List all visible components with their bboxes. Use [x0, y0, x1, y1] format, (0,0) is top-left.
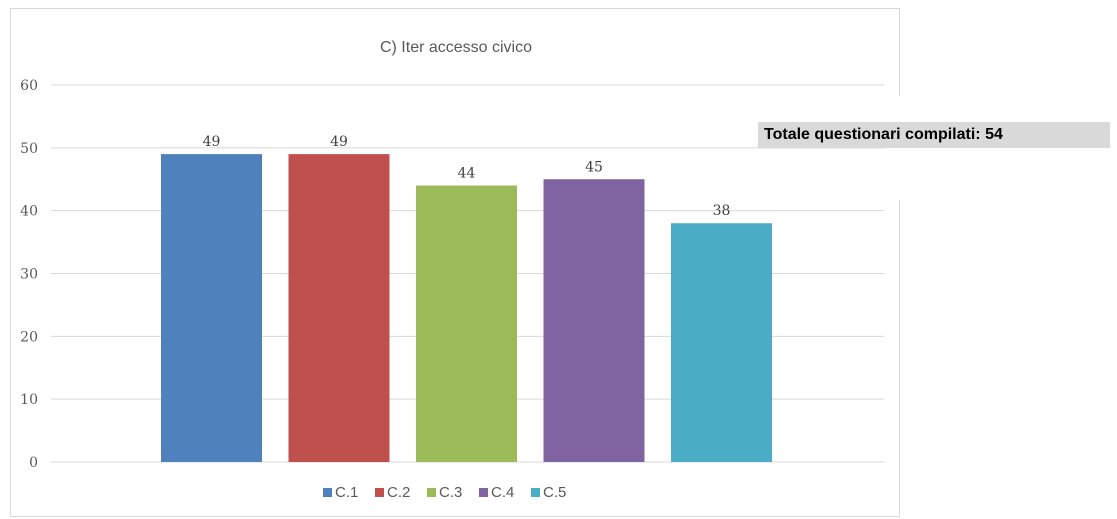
legend-swatch [375, 488, 384, 497]
legend-entry: C.5 [543, 484, 566, 501]
y-tick-label: 0 [29, 455, 38, 471]
data-label: 44 [458, 166, 476, 182]
y-tick-label: 10 [20, 392, 38, 408]
y-tick-label: 50 [20, 141, 38, 157]
bar-c-1 [161, 154, 262, 462]
bar-c-2 [288, 154, 390, 462]
legend: C.1 C.2 C.3 C.4 C.5 [323, 484, 566, 501]
legend-entry: C.3 [439, 484, 462, 501]
legend-swatch [323, 488, 332, 497]
data-label: 49 [203, 134, 221, 150]
chart-frame: C) Iter accesso civico 0 10 20 30 40 50 60 49 4… [10, 8, 900, 517]
data-label: 38 [713, 203, 731, 219]
data-label: 45 [585, 159, 603, 175]
legend-entry: C.4 [491, 484, 514, 501]
bar-c-5 [671, 223, 772, 462]
y-tick-label: 60 [20, 78, 38, 94]
legend-swatch [427, 488, 436, 497]
bar-c-4 [543, 179, 645, 462]
data-label: 49 [330, 134, 348, 150]
legend-entry: C.2 [387, 484, 410, 501]
total-questionnaires-label: Totale questionari compilati: 54 [758, 122, 1110, 148]
legend-swatch [479, 488, 488, 497]
legend-swatch [531, 488, 540, 497]
legend-entry: C.1 [335, 484, 358, 501]
frame-gap [896, 96, 906, 200]
y-tick-label: 20 [20, 329, 38, 345]
y-axis-ticks: 0 10 20 30 40 50 60 [20, 78, 38, 471]
data-labels: 49 49 44 45 38 [203, 134, 731, 219]
bars [161, 154, 772, 463]
y-tick-label: 40 [20, 204, 38, 220]
chart-title: C) Iter accesso civico [380, 39, 532, 56]
y-tick-label: 30 [20, 267, 38, 283]
bar-c-3 [416, 185, 517, 463]
